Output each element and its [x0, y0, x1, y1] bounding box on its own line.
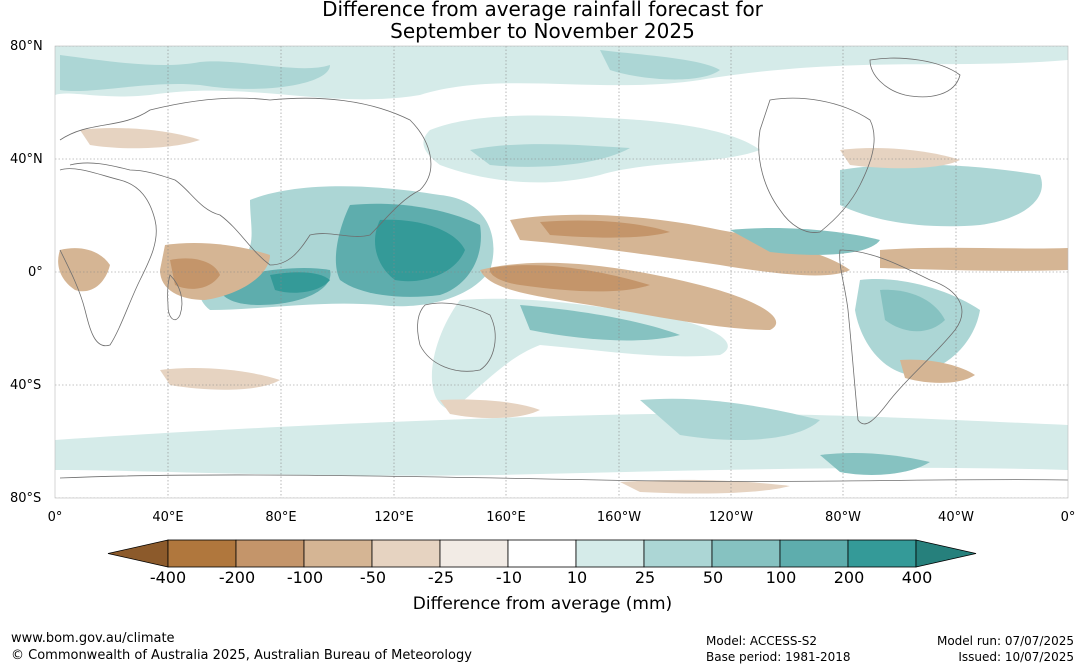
- wet-anomaly-region: [375, 219, 465, 282]
- map-title-line-1: Difference from average rainfall forecas…: [322, 0, 763, 21]
- map-title-line-2: September to November 2025: [390, 19, 695, 43]
- dry-anomaly-region: [170, 258, 220, 289]
- dry-anomaly-region: [80, 128, 200, 149]
- lon-label-120w: 120°W: [708, 510, 754, 525]
- legend-swatch: [507, 539, 577, 568]
- legend-tick-label: -10: [495, 568, 523, 587]
- coastlines: [59, 57, 1068, 482]
- dry-anomaly-region: [440, 399, 540, 419]
- wet-anomaly-region: [640, 398, 820, 440]
- legend-swatch: [847, 539, 917, 568]
- legend-arrow-low: [107, 539, 169, 568]
- graticule: [55, 46, 1068, 498]
- legend-tick-label: 200: [833, 568, 865, 587]
- footer-issued: Issued: 10/07/2025: [958, 650, 1074, 664]
- lat-label-40n: 40°N: [10, 152, 43, 167]
- footer-base-period: Base period: 1981-2018: [706, 650, 851, 664]
- legend-swatch: [303, 539, 373, 568]
- legend-tick-label: -400: [149, 568, 187, 587]
- wet-anomaly-region: [470, 144, 630, 167]
- lon-label-40w: 40°W: [938, 510, 974, 525]
- legend-tick-label: 100: [765, 568, 797, 587]
- footer-model: Model: ACCESS-S2: [706, 634, 818, 648]
- footer-copyright: © Commonwealth of Australia 2025, Austra…: [11, 648, 472, 663]
- dry-anomaly-region: [540, 220, 670, 238]
- legend-swatch: [575, 539, 645, 568]
- lon-label-80e: 80°E: [265, 510, 297, 525]
- dry-anomaly-region: [489, 265, 650, 292]
- legend-tick-label: -25: [427, 568, 455, 587]
- lon-label-0: 0°: [47, 510, 63, 525]
- legend-swatch: [439, 539, 509, 568]
- lat-label-40s: 40°S: [10, 378, 42, 393]
- legend-tick-label: -100: [286, 568, 324, 587]
- lon-label-80w: 80°W: [825, 510, 861, 525]
- lat-label-80n: 80°N: [10, 39, 43, 54]
- dry-anomaly-region: [900, 359, 975, 383]
- legend-swatch: [779, 539, 849, 568]
- wet-anomaly-region: [820, 452, 930, 475]
- dry-anomaly-region: [880, 247, 1068, 271]
- wet-anomaly-region: [270, 272, 330, 293]
- dry-anomaly-region: [620, 479, 790, 494]
- map-content: [55, 46, 1068, 498]
- wet-anomaly-region: [880, 289, 945, 332]
- lon-label-40e: 40°E: [152, 510, 184, 525]
- lon-label-120e: 120°E: [374, 510, 414, 525]
- wet-anomaly-region: [840, 164, 1042, 227]
- wet-anomaly-region: [55, 46, 1068, 100]
- wet-anomaly-region: [600, 50, 720, 80]
- legend-tick-label: 25: [634, 568, 656, 587]
- lon-label-0-east: 0°: [1060, 510, 1076, 525]
- lon-label-160e: 160°E: [486, 510, 526, 525]
- wet-anomaly-region: [520, 305, 680, 341]
- legend-swatch: [371, 539, 441, 568]
- legend-swatch: [643, 539, 713, 568]
- wet-anomaly-region: [60, 55, 330, 92]
- footer-url: www.bom.gov.au/climate: [11, 631, 175, 646]
- dry-anomaly-region: [160, 368, 280, 390]
- legend-swatch: [167, 539, 237, 568]
- lon-label-160w: 160°W: [596, 510, 642, 525]
- dry-anomaly-region: [840, 148, 960, 169]
- wet-anomaly-region: [55, 413, 1068, 476]
- lat-label-80s: 80°S: [10, 491, 42, 506]
- legend-tick-label: 50: [702, 568, 724, 587]
- legend-tick-label: 400: [901, 568, 933, 587]
- legend-tick-label: -200: [218, 568, 256, 587]
- dry-anomaly-region: [58, 248, 110, 292]
- legend-swatch: [235, 539, 305, 568]
- footer-model-run: Model run: 07/07/2025: [936, 634, 1074, 648]
- legend-title: Difference from average (mm): [412, 594, 673, 614]
- legend-tick-label: 10: [566, 568, 588, 587]
- legend-arrow-high: [915, 539, 977, 568]
- legend-tick-label: -50: [359, 568, 387, 587]
- wet-anomaly-region: [730, 228, 880, 255]
- lat-label-equator: 0°: [28, 265, 43, 280]
- legend-swatch: [711, 539, 781, 568]
